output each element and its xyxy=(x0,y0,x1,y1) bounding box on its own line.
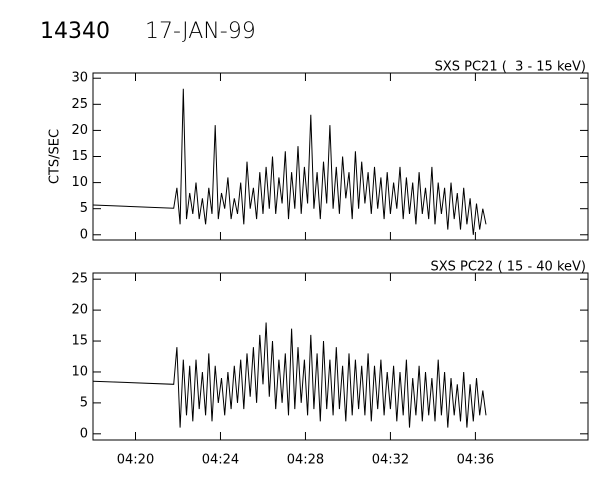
x-tick-label: 04:36 xyxy=(457,453,494,468)
y-tick-label: 25 xyxy=(71,272,88,287)
observation-date: 17-JAN-99 xyxy=(145,19,256,44)
x-tick-label: 04:20 xyxy=(117,453,154,468)
observation-id: 14340 xyxy=(40,19,110,44)
y-tick-label: 15 xyxy=(71,149,88,164)
y-tick-label: 25 xyxy=(71,97,88,112)
panel-title: SXS PC21 ( 3 - 15 keV) xyxy=(435,60,586,75)
count-rate-line xyxy=(92,322,487,428)
panel-title: SXS PC22 ( 15 - 40 keV) xyxy=(430,260,586,275)
plot-frame xyxy=(92,272,589,441)
y-tick-label: 5 xyxy=(80,395,88,410)
y-tick-label: 20 xyxy=(71,123,88,138)
x-tick-label: 04:32 xyxy=(372,453,409,468)
y-tick-label: 0 xyxy=(80,426,88,441)
plot-frame xyxy=(92,72,589,241)
y-tick-label: 15 xyxy=(71,334,88,349)
y-tick-label: 30 xyxy=(71,71,88,86)
x-tick-label: 04:28 xyxy=(287,453,324,468)
y-tick-label: 10 xyxy=(71,364,88,379)
y-tick-label: 0 xyxy=(80,227,88,242)
y-tick-label: 10 xyxy=(71,175,88,190)
y-axis-label: CTS/SEC xyxy=(48,129,63,184)
y-tick-label: 20 xyxy=(71,303,88,318)
x-tick-label: 04:24 xyxy=(202,453,239,468)
y-tick-label: 5 xyxy=(80,201,88,216)
count-rate-line xyxy=(92,88,487,235)
